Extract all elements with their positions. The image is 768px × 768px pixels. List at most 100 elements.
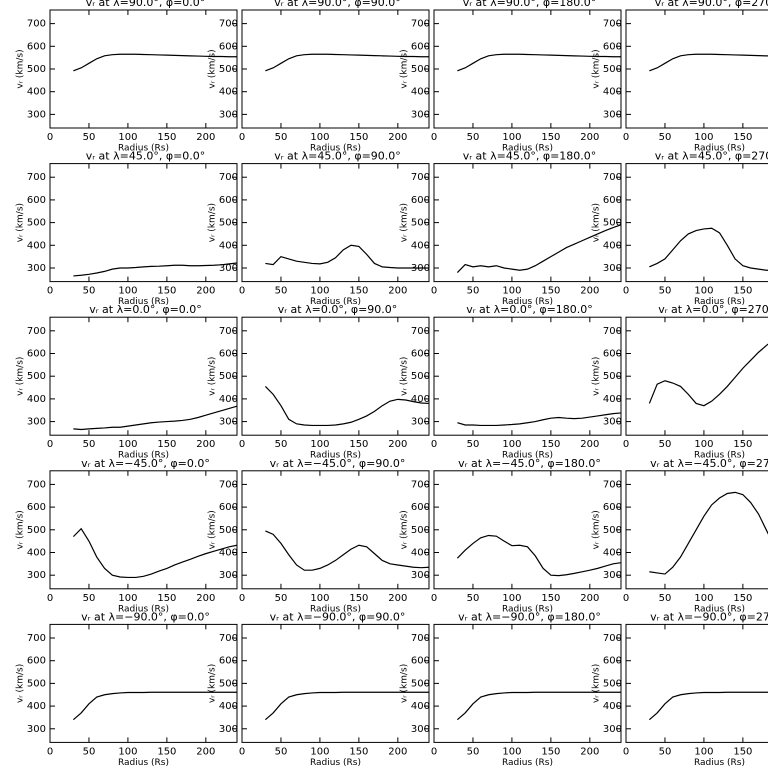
x-tick-label: 100 <box>694 746 713 757</box>
y-tick-label: 300 <box>219 570 238 581</box>
x-tick-label: 150 <box>541 132 560 143</box>
y-tick-label: 600 <box>603 41 622 52</box>
y-tick-label: 700 <box>27 172 46 183</box>
x-tick-label: 50 <box>275 439 288 450</box>
x-tick-label: 200 <box>388 286 407 297</box>
x-tick-label: 50 <box>659 132 672 143</box>
y-tick-label: 600 <box>219 349 238 360</box>
data-line <box>72 691 237 721</box>
plot-frame <box>625 623 768 743</box>
y-tick-label: 700 <box>219 479 238 490</box>
panel-title: vᵣ at λ=−45.0°, φ=270.0° <box>650 457 768 470</box>
y-tick-label: 600 <box>603 502 622 513</box>
y-tick-label: 300 <box>219 417 238 428</box>
y-tick-label: 500 <box>219 525 238 536</box>
y-tick-label: 700 <box>219 19 238 30</box>
data-line <box>649 227 768 271</box>
y-tick-label: 500 <box>603 218 622 229</box>
x-tick-label: 50 <box>659 286 672 297</box>
x-tick-label: 100 <box>118 132 137 143</box>
panel-title: vᵣ at λ=−90.0°, φ=180.0° <box>458 610 601 623</box>
y-tick-label: 700 <box>411 19 430 30</box>
x-tick-label: 0 <box>431 286 437 297</box>
plot-frame <box>625 470 768 590</box>
x-tick-label: 0 <box>239 746 245 757</box>
y-tick-label: 300 <box>603 109 622 120</box>
x-tick-label: 200 <box>580 746 599 757</box>
panel-title: vᵣ at λ=−45.0°, φ=180.0° <box>458 457 601 470</box>
y-tick-label: 300 <box>219 724 238 735</box>
y-tick-label: 300 <box>219 109 238 120</box>
y-tick-label: 500 <box>603 525 622 536</box>
panel: vᵣ at λ=−90.0°, φ=270.0°0501001502003004… <box>592 610 768 768</box>
y-axis-label: vᵣ (km/s) <box>592 357 602 396</box>
y-tick-label: 400 <box>27 394 46 405</box>
y-axis-label: vᵣ (km/s) <box>400 357 410 396</box>
data-line <box>265 530 430 571</box>
x-tick-label: 50 <box>83 286 96 297</box>
panel: vᵣ at λ=−45.0°, φ=90.0° 0 50 100 150 200 300 40… <box>208 457 430 614</box>
y-axis-label: vᵣ (km/s) <box>400 49 410 88</box>
x-tick-label: 50 <box>467 439 480 450</box>
x-axis-label: Radius (Rs) <box>310 451 361 461</box>
y-tick-label: 300 <box>411 570 430 581</box>
panel-title: vᵣ at λ=90.0°, φ=180.0° <box>463 0 597 9</box>
x-axis-label: Radius (Rs) <box>118 297 169 307</box>
x-tick-label: 200 <box>388 132 407 143</box>
data-line <box>264 691 429 721</box>
y-tick-label: 600 <box>219 656 238 667</box>
y-axis-label: vᵣ (km/s) <box>208 664 218 703</box>
y-axis-label: vᵣ (km/s) <box>16 357 26 396</box>
y-tick-label: 700 <box>603 326 622 337</box>
panel-title: vᵣ at λ=45.0°, φ=270.0° <box>655 150 768 163</box>
y-axis-label: vᵣ (km/s) <box>400 510 410 549</box>
x-tick-label: 200 <box>580 132 599 143</box>
x-tick-label: 200 <box>388 746 407 757</box>
panel: vᵣ at λ=45.0°, φ=90.0° 0 50 100 150 200 300 400… <box>208 150 430 307</box>
y-tick-label: 400 <box>603 240 622 251</box>
y-tick-label: 400 <box>27 701 46 712</box>
x-axis-label: Radius (Rs) <box>310 604 361 614</box>
panel: vᵣ at λ=45.0°, φ=0.0° 0 50 100 150 200 300 400 5… <box>16 150 238 307</box>
x-tick-label: 150 <box>349 746 368 757</box>
y-tick-label: 500 <box>411 218 430 229</box>
x-tick-label: 150 <box>349 439 368 450</box>
y-tick-label: 600 <box>603 349 622 360</box>
x-tick-label: 150 <box>349 593 368 604</box>
panel-title: vᵣ at λ=90.0°, φ=90.0° <box>274 0 401 9</box>
x-axis-label: Radius (Rs) <box>310 758 361 768</box>
y-tick-label: 500 <box>603 64 622 75</box>
x-tick-label: 50 <box>275 593 288 604</box>
x-tick-label: 0 <box>239 132 245 143</box>
plot-frame <box>625 9 768 129</box>
x-axis-label: Radius (Rs) <box>118 451 169 461</box>
x-axis-label: Radius (Rs) <box>118 604 169 614</box>
y-tick-label: 600 <box>27 195 46 206</box>
data-line <box>648 343 768 407</box>
y-tick-label: 600 <box>603 195 622 206</box>
x-axis-label: Radius (Rs) <box>502 144 553 154</box>
y-tick-label: 600 <box>411 349 430 360</box>
y-tick-label: 700 <box>27 19 46 30</box>
y-tick-label: 500 <box>411 678 430 689</box>
x-axis-label: Radius (Rs) <box>502 451 553 461</box>
x-tick-label: 0 <box>623 132 629 143</box>
y-tick-label: 700 <box>219 326 238 337</box>
panel: vᵣ at λ=0.0°, φ=270.0°050100150200300400… <box>592 303 768 461</box>
panel-title: vᵣ at λ=90.0°, φ=270.0° <box>655 0 768 9</box>
x-tick-label: 0 <box>239 286 245 297</box>
x-tick-label: 200 <box>580 286 599 297</box>
y-tick-label: 500 <box>27 525 46 536</box>
y-tick-label: 500 <box>219 371 238 382</box>
x-tick-label: 0 <box>623 746 629 757</box>
data-line <box>648 691 768 721</box>
x-tick-label: 50 <box>467 746 480 757</box>
x-tick-label: 100 <box>694 132 713 143</box>
y-tick-label: 400 <box>27 240 46 251</box>
x-tick-label: 100 <box>502 286 521 297</box>
y-tick-label: 600 <box>219 41 238 52</box>
x-tick-label: 0 <box>47 132 53 143</box>
data-line <box>73 405 238 431</box>
x-axis-label: Radius (Rs) <box>694 144 745 154</box>
y-axis-label: vᵣ (km/s) <box>208 357 218 396</box>
